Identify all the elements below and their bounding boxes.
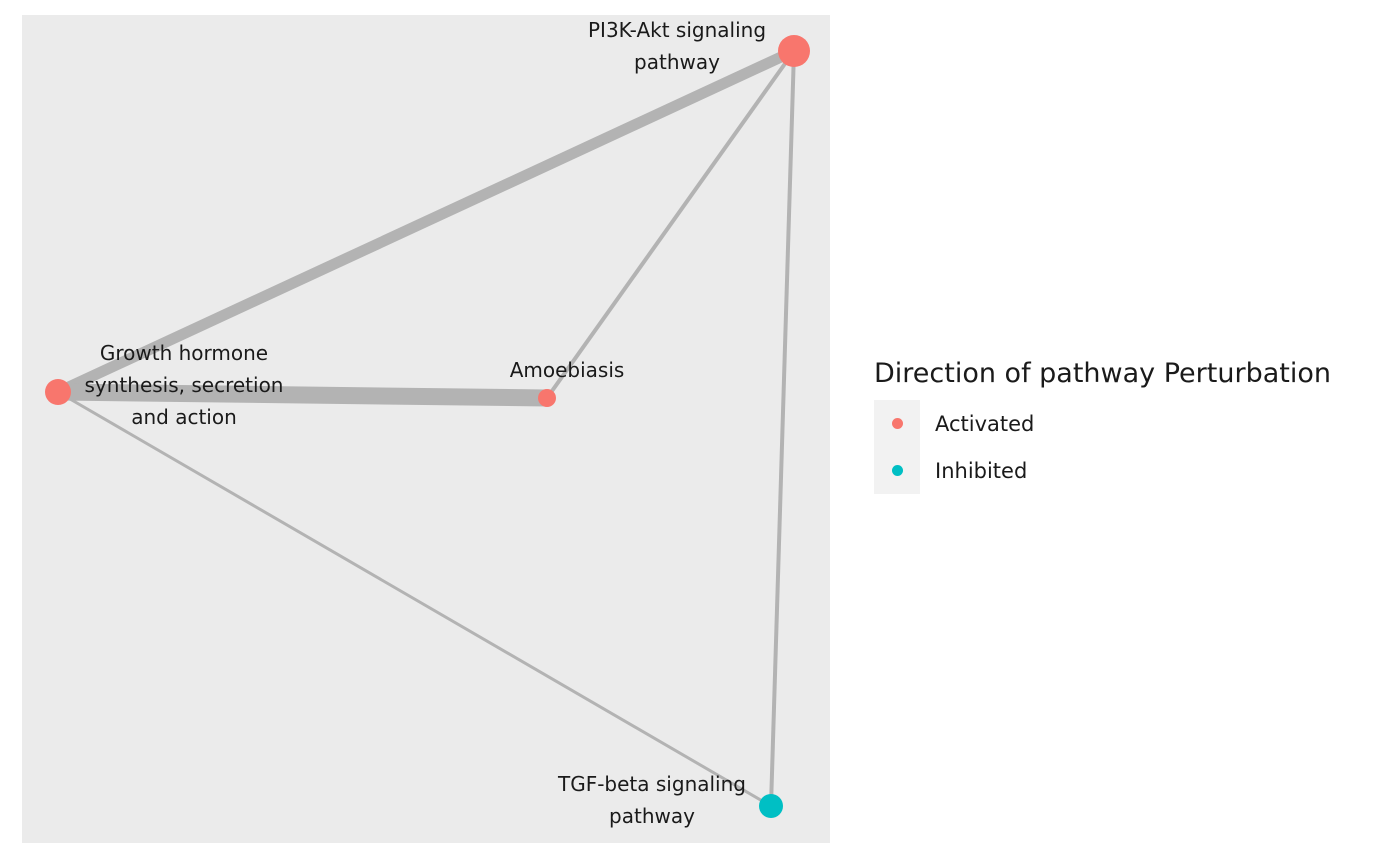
node-label-line: pathway bbox=[609, 804, 695, 828]
edge-growth-tgf bbox=[57, 390, 772, 808]
edge-pi3k-growth bbox=[55, 46, 797, 397]
legend-title: Direction of pathway Perturbation bbox=[874, 358, 1331, 389]
node-label-line: Amoebiasis bbox=[510, 358, 625, 382]
inhibited-dot-icon bbox=[891, 465, 903, 476]
edge-pi3k-tgf bbox=[769, 50, 796, 807]
legend-item-activated: Activated bbox=[874, 400, 1331, 447]
network-graph: PI3K-Akt signaling pathway Growth hormone s… bbox=[45, 18, 810, 828]
activated-dot-icon bbox=[891, 418, 903, 429]
edge-pi3k-amoeb bbox=[545, 49, 796, 400]
node-label-line: TGF-beta signaling bbox=[557, 772, 746, 796]
node-label-line: PI3K-Akt signaling bbox=[588, 18, 766, 42]
node-growth bbox=[45, 379, 71, 405]
node-label-amoeb: Amoebiasis bbox=[510, 358, 625, 382]
node-label-growth: Growth hormone synthesis, secretion and ac… bbox=[85, 341, 284, 429]
legend-key-activated bbox=[874, 400, 920, 447]
legend-label-activated: Activated bbox=[935, 411, 1035, 436]
node-label-line: Growth hormone bbox=[100, 341, 268, 365]
legend: Direction of pathway Perturbation Activa… bbox=[874, 358, 1331, 494]
legend-label-inhibited: Inhibited bbox=[935, 458, 1028, 483]
edge-growth-amoeb bbox=[57, 383, 548, 407]
node-label-line: pathway bbox=[634, 50, 720, 74]
node-label-line: and action bbox=[131, 405, 237, 429]
node-amoeb bbox=[538, 389, 556, 407]
node-label-tgf: TGF-beta signaling pathway bbox=[557, 772, 746, 828]
node-label-pi3k: PI3K-Akt signaling pathway bbox=[588, 18, 766, 74]
legend-key-inhibited bbox=[874, 447, 920, 494]
node-tgf bbox=[759, 794, 783, 818]
node-pi3k bbox=[778, 35, 810, 67]
node-label-line: synthesis, secretion bbox=[85, 373, 284, 397]
legend-item-inhibited: Inhibited bbox=[874, 447, 1331, 494]
plot-panel: PI3K-Akt signaling pathway Growth hormone s… bbox=[22, 15, 830, 843]
